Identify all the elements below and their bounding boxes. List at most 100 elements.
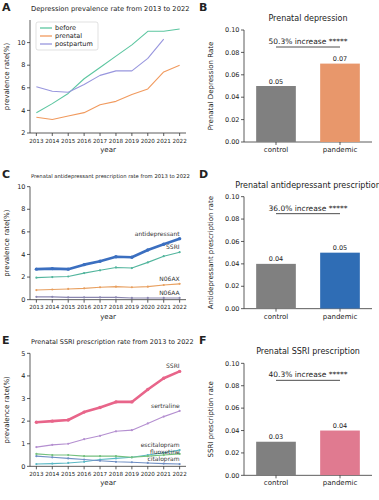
y-tick-label: 0.02 [225, 282, 239, 290]
plot-area [35, 370, 182, 465]
panel-label: A [2, 1, 11, 14]
y-tick-label: 0.02 [225, 116, 239, 124]
annotation-line [276, 47, 340, 48]
series-marker [131, 297, 133, 299]
x-tick [100, 466, 101, 469]
y-tick-label: 0.00 [225, 472, 239, 480]
chart-title: Depression prevalence rate from 2013 to … [31, 5, 190, 13]
data-label: 0.03 [269, 433, 283, 441]
series-marker [131, 429, 133, 431]
chart-title: Prenatal antidepressant prescription [235, 181, 379, 190]
series-end-label: N06AA [159, 289, 180, 296]
chart-title: Prenatal depression [268, 14, 347, 23]
series-marker [131, 286, 133, 288]
series-marker [35, 267, 38, 270]
x-tick [179, 466, 180, 469]
series-line [36, 39, 163, 92]
y-tick-label: 4 [21, 251, 25, 259]
x-tick [84, 133, 85, 136]
y-tick-label: 8 [21, 205, 25, 213]
y-tick [27, 443, 30, 444]
x-tick [52, 300, 53, 303]
y-tick [27, 186, 30, 187]
y-tick-label: 0 [21, 463, 25, 471]
y-axis-line [30, 353, 31, 466]
x-tick [340, 475, 341, 478]
series-marker [83, 272, 85, 274]
series-marker [51, 296, 53, 298]
series-marker [82, 263, 85, 266]
series-marker [179, 463, 181, 465]
y-axis-label: prevalence rate(%) [3, 376, 11, 444]
y-tick-label: 1 [21, 440, 25, 448]
y-axis-line [30, 20, 31, 133]
series-marker [67, 296, 69, 298]
x-axis-label: year [100, 479, 116, 487]
x-tick [147, 466, 148, 469]
x-tick-label: 2016 [77, 138, 92, 144]
series-marker [163, 284, 165, 286]
y-tick-label: 0.00 [225, 305, 239, 313]
plot-area [256, 253, 360, 309]
series-marker [35, 277, 37, 279]
series-line [36, 297, 179, 298]
series-marker [114, 400, 117, 403]
series-marker [99, 269, 101, 271]
y-tick-label: 6 [21, 228, 25, 236]
x-tick-label: pandemic [323, 146, 358, 154]
series-marker [51, 454, 53, 456]
x-tick [163, 300, 164, 303]
x-tick-label: 2016 [77, 471, 92, 477]
x-axis-label: year [100, 313, 116, 321]
annotation: 36.0% increase ***** [269, 204, 348, 213]
x-tick-label: 2018 [109, 304, 124, 310]
legend-swatch [40, 43, 52, 44]
series-end-label: SSRI [166, 362, 180, 369]
series-marker [35, 296, 37, 298]
bar [256, 442, 296, 476]
plot-area [256, 431, 360, 476]
y-axis-label: prevalence rate(%) [3, 209, 11, 277]
y-tick [241, 385, 244, 386]
y-tick-label: 0.04 [225, 93, 239, 101]
y-tick-label: 0.10 [225, 360, 239, 368]
y-tick [241, 452, 244, 453]
series-marker [147, 286, 149, 288]
x-tick [131, 300, 132, 303]
x-tick [36, 466, 37, 469]
x-tick [100, 300, 101, 303]
series-marker [67, 267, 70, 270]
x-axis-line [30, 299, 186, 300]
y-tick [241, 241, 244, 242]
annotation: 50.3% increase ***** [269, 37, 348, 46]
x-tick-label: control [264, 313, 288, 321]
y-tick-label: 0.00 [225, 138, 239, 146]
x-tick-label: 2016 [77, 304, 92, 310]
y-tick [241, 74, 244, 75]
series-marker [67, 288, 69, 290]
y-tick-label: 0.08 [225, 382, 239, 390]
series-marker [115, 296, 117, 298]
series-marker [179, 297, 181, 299]
y-tick [241, 52, 244, 53]
chart-title: Prenatal SSRI prescription [256, 347, 360, 356]
y-tick [27, 398, 30, 399]
x-tick-label: 2015 [61, 304, 76, 310]
series-marker [179, 283, 181, 285]
x-tick-label: 2019 [125, 471, 140, 477]
series-marker [178, 237, 181, 240]
plot-area [35, 237, 182, 299]
series-marker [178, 370, 181, 373]
series-marker [99, 286, 101, 288]
y-axis-label: prevalence rate(%) [3, 43, 11, 111]
y-tick-label: 0.10 [225, 26, 239, 34]
y-tick-label: 0.04 [225, 427, 239, 435]
legend-label: prenatal [55, 32, 82, 40]
data-label: 0.05 [333, 244, 347, 252]
legend-swatch [40, 35, 52, 36]
y-tick [27, 231, 30, 232]
x-tick [52, 466, 53, 469]
panel-label: F [199, 334, 207, 347]
series-marker [67, 454, 69, 456]
y-tick-label: 0.02 [225, 449, 239, 457]
